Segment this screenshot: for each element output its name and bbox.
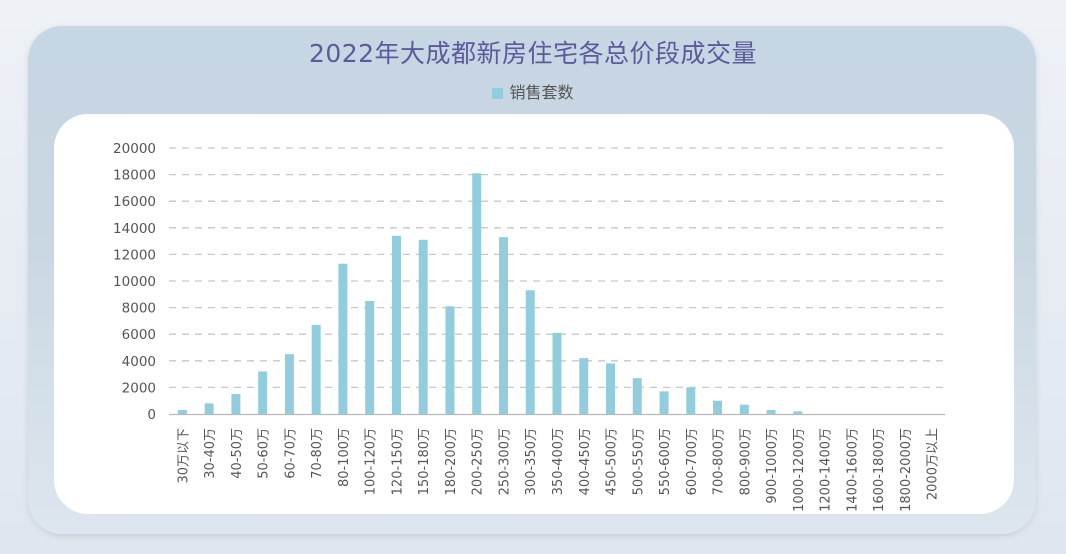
x-tick-label: 250-300万 — [497, 428, 512, 495]
x-tick-label: 120-150万 — [390, 428, 405, 495]
bar — [231, 394, 241, 414]
x-tick-label: 500-550万 — [631, 428, 646, 495]
bar — [686, 387, 696, 414]
y-tick-label: 18000 — [113, 168, 156, 184]
bar — [793, 411, 803, 414]
bar — [284, 354, 294, 414]
x-tick-label: 40-50万 — [230, 428, 245, 479]
y-tick-label: 4000 — [122, 354, 156, 370]
x-tick-label: 400-450万 — [578, 428, 593, 495]
y-tick-label: 10000 — [113, 274, 156, 290]
bar — [418, 239, 428, 414]
bar — [445, 306, 455, 414]
legend-label: 销售套数 — [509, 83, 574, 102]
bar — [579, 358, 589, 414]
bar — [204, 403, 214, 414]
bar — [311, 324, 321, 414]
x-tick-label: 800-900万 — [738, 428, 753, 495]
x-tick-label: 30-40万 — [203, 428, 218, 479]
x-tick-label: 300-350万 — [524, 428, 539, 495]
x-tick-label: 80-100万 — [337, 428, 352, 487]
x-tick-label: 150-180万 — [417, 428, 432, 495]
bar — [177, 410, 187, 414]
bar — [525, 290, 535, 414]
y-tick-label: 20000 — [113, 141, 156, 157]
x-tick-label: 100-120万 — [364, 428, 379, 495]
y-tick-label: 16000 — [113, 194, 156, 210]
x-tick-label: 200-250万 — [471, 428, 486, 495]
bar — [391, 235, 401, 414]
x-tick-label: 2000万以上 — [926, 428, 941, 500]
x-tick-label: 550-600万 — [658, 428, 673, 495]
legend-swatch — [492, 88, 504, 99]
x-tick-label: 1200-1400万 — [819, 428, 834, 512]
x-tick-label: 450-500万 — [605, 428, 620, 495]
x-tick-label: 1000-1200万 — [792, 428, 807, 512]
x-tick-label: 600-700万 — [685, 428, 700, 495]
x-tick-label: 1400-1600万 — [845, 428, 860, 512]
chart-title: 2022年大成都新房住宅各总价段成交量 — [308, 39, 758, 68]
bar — [739, 404, 749, 414]
bar — [498, 237, 508, 414]
x-tick-label: 70-80万 — [310, 428, 325, 479]
x-tick-label: 900-1000万 — [765, 428, 780, 504]
y-tick-label: 6000 — [122, 327, 156, 343]
x-tick-label: 700-800万 — [712, 428, 727, 495]
bar — [766, 410, 776, 414]
legend: 销售套数 — [0, 79, 1066, 103]
x-tick-label: 50-60万 — [257, 428, 272, 479]
x-tick-label: 1600-1800万 — [872, 428, 887, 512]
bar — [552, 332, 562, 414]
bar — [659, 391, 669, 414]
y-tick-label: 2000 — [122, 380, 156, 396]
bar — [365, 300, 375, 414]
y-tick-label: 12000 — [113, 247, 156, 263]
y-tick-label: 0 — [147, 407, 156, 423]
x-tick-label: 1800-2000万 — [899, 428, 914, 512]
bar — [258, 371, 268, 414]
x-tick-label: 60-70万 — [283, 428, 298, 479]
bar — [713, 400, 723, 414]
bar — [632, 378, 642, 414]
bar — [606, 363, 616, 414]
bar — [338, 263, 348, 414]
bar — [472, 173, 482, 414]
x-tick-label: 180-200万 — [444, 428, 459, 495]
y-tick-label: 8000 — [122, 301, 156, 317]
x-tick-label: 30万以下 — [176, 428, 191, 484]
x-tick-label: 350-400万 — [551, 428, 566, 495]
y-tick-label: 14000 — [113, 221, 156, 237]
